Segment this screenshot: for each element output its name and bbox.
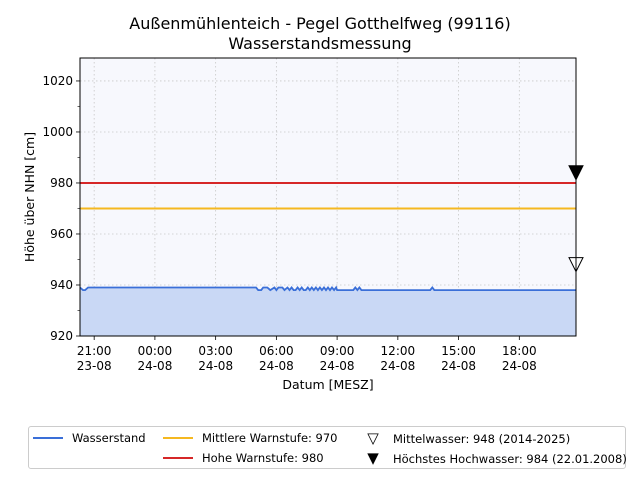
x-tick-label-date: 24-08 [259, 359, 294, 373]
legend-label-wasserstand: Wasserstand [72, 431, 146, 445]
x-tick-label-date: 24-08 [320, 359, 355, 373]
x-tick-label-date: 23-08 [77, 359, 112, 373]
y-tick-label: 980 [50, 176, 73, 190]
x-tick-label-date: 24-08 [198, 359, 233, 373]
chart-subtitle: Wasserstandsmessung [228, 34, 412, 53]
series-line-wasserstand [79, 285, 576, 292]
x-tick-label-time: 18:00 [502, 344, 537, 358]
legend-swatch-hohe-warnstufe [163, 457, 193, 459]
x-tick-label-time: 06:00 [259, 344, 294, 358]
chart-title: Außenmühlenteich - Pegel Gotthelfweg (99… [129, 14, 511, 33]
x-tick-label-time: 12:00 [381, 344, 416, 358]
legend-item-hohe-warnstufe: Hohe Warnstufe: 980 [163, 451, 324, 465]
legend-label-mittelwasser: Mittelwasser: 948 (2014-2025) [393, 431, 571, 446]
y-axis-label: Höhe über NHN [cm] [22, 132, 37, 262]
legend-marker-mittelwasser: ▽ [367, 429, 379, 447]
x-tick-label-time: 21:00 [77, 344, 112, 358]
legend-swatch-wasserstand [33, 437, 63, 439]
y-tick-label: 920 [50, 329, 73, 343]
legend-swatch-mittlere-warnstufe [163, 437, 193, 439]
x-tick-label-time: 09:00 [320, 344, 355, 358]
series-area-wasserstand [80, 287, 576, 336]
y-tick-label: 1020 [42, 74, 73, 88]
y-tick-label: 940 [50, 278, 73, 292]
legend-item-wasserstand: Wasserstand [33, 431, 146, 445]
legend-label-mittlere-warnstufe: Mittlere Warnstufe: 970 [202, 431, 338, 445]
legend-item-mittelwasser: ▽ Mittelwasser: 948 (2014-2025) [365, 431, 570, 446]
y-tick-label: 960 [50, 227, 73, 241]
plot-area: 21:0023-0800:0024-0803:0024-0806:0024-08… [22, 57, 584, 392]
legend-item-mittlere-warnstufe: Mittlere Warnstufe: 970 [163, 431, 338, 445]
y-tick-label: 1000 [42, 125, 73, 139]
legend-item-hoechstes-hochwasser: ▼ Höchstes Hochwasser: 984 (22.01.2008) [365, 451, 627, 466]
x-tick-label-time: 03:00 [198, 344, 233, 358]
x-tick-label-date: 24-08 [441, 359, 476, 373]
plot-frame [79, 57, 577, 337]
x-tick-label-time: 15:00 [441, 344, 476, 358]
legend-label-hohe-warnstufe: Hohe Warnstufe: 980 [202, 451, 324, 465]
x-tick-label-date: 24-08 [380, 359, 415, 373]
x-tick-label-date: 24-08 [137, 359, 172, 373]
legend-marker-hoechstes-hochwasser: ▼ [367, 449, 379, 467]
legend-label-hoechstes-hochwasser: Höchstes Hochwasser: 984 (22.01.2008) [393, 451, 627, 466]
legend: Wasserstand Mittlere Warnstufe: 970 Hohe… [28, 426, 627, 469]
x-axis-label: Datum [MESZ] [282, 377, 373, 392]
x-tick-label-date: 24-08 [502, 359, 537, 373]
x-tick-label-time: 00:00 [138, 344, 173, 358]
